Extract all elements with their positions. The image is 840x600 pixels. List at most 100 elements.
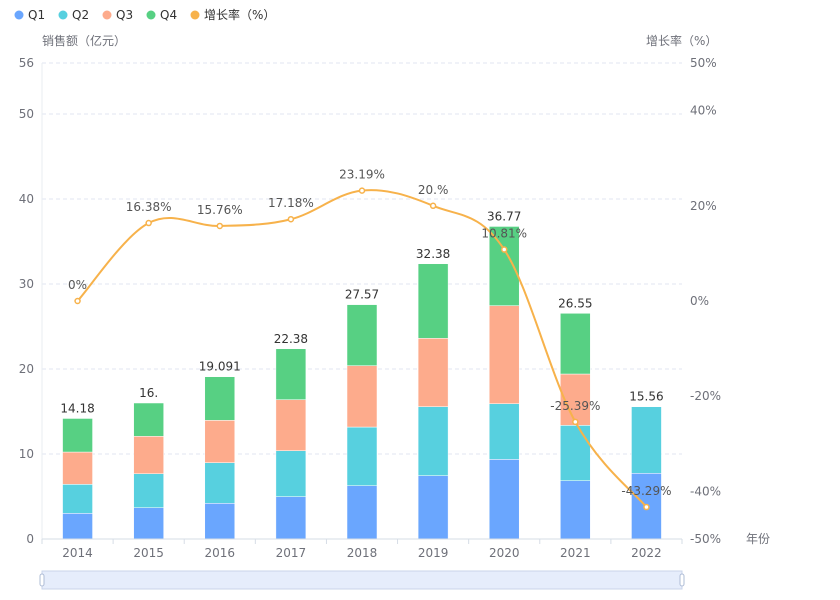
legend-item-q1[interactable]: Q1	[14, 8, 46, 22]
growth-point-2021[interactable]	[572, 418, 579, 426]
legend-label: Q2	[72, 8, 89, 22]
legend-label: Q3	[116, 8, 133, 22]
bar-q2-2017[interactable]	[275, 450, 307, 497]
growth-point-2014[interactable]	[74, 297, 81, 305]
growth-label-2020: 10.81%	[481, 227, 527, 241]
bar-q1-2020[interactable]	[488, 459, 520, 540]
y-tick-label: 30	[19, 277, 34, 291]
growth-line-path	[76, 189, 648, 508]
growth-point-2020[interactable]	[500, 246, 508, 253]
growth-label-2018: 23.19%	[339, 168, 385, 182]
growth-label-2022: -43.29%	[621, 484, 671, 498]
growth-label-2016: 15.76%	[197, 203, 243, 217]
total-label-2015: 16.	[139, 386, 158, 400]
bar-q4-2014[interactable]	[62, 418, 93, 453]
legend-marker-icon	[190, 10, 200, 20]
growth-point-2017[interactable]	[287, 215, 295, 223]
y-right-tick-label: 40%	[690, 104, 717, 118]
bars	[62, 226, 662, 540]
legend[interactable]: Q1 Q2 Q3 Q4 增长率（%）	[14, 7, 276, 22]
data-zoom-track[interactable]	[41, 570, 683, 590]
legend-marker-icon	[58, 10, 68, 20]
bar-q1-2019[interactable]	[417, 475, 449, 540]
growth-label-2015: 16.38%	[126, 200, 172, 214]
bar-q1-2021[interactable]	[560, 480, 591, 540]
y-right-tick-label: 0%	[690, 294, 709, 308]
growth-label-2014: 0%	[68, 278, 87, 292]
growth-label-2017: 17.18%	[268, 196, 314, 210]
y-tick-label: 10	[19, 447, 34, 461]
y-right-tick-label: -50%	[690, 532, 721, 546]
total-label-2022: 15.56	[629, 390, 663, 404]
y-axis-right-title: 增长率（%）	[646, 33, 717, 48]
bar-q3-2017[interactable]	[275, 399, 307, 451]
bar-q2-2016[interactable]	[204, 462, 236, 504]
legend-label: Q4	[160, 8, 177, 22]
total-label-2019: 32.38	[416, 247, 450, 261]
bar-q2-2020[interactable]	[488, 403, 520, 460]
x-tick-label: 2018	[347, 546, 378, 560]
bar-q3-2018[interactable]	[346, 365, 378, 428]
total-label-2020: 36.77	[487, 209, 521, 223]
x-tick-label: 2022	[631, 546, 662, 560]
bar-q3-2020[interactable]	[488, 305, 520, 404]
growth-point-2019[interactable]	[429, 202, 437, 210]
legend-item-q4[interactable]: Q4	[146, 8, 178, 22]
bar-q4-2018[interactable]	[346, 304, 378, 366]
growth-point-2018[interactable]	[358, 187, 366, 194]
bar-q4-2016[interactable]	[204, 376, 236, 421]
bar-q2-2022[interactable]	[631, 406, 662, 474]
y-right-tick-label: -40%	[690, 484, 721, 498]
bar-q4-2017[interactable]	[275, 348, 307, 400]
total-label-2018: 27.57	[345, 288, 379, 302]
bar-q1-2016[interactable]	[204, 503, 236, 540]
bar-q3-2016[interactable]	[204, 420, 236, 463]
legend-label: Q1	[28, 8, 45, 22]
x-tick-label: 2021	[560, 546, 591, 560]
bar-q2-2015[interactable]	[133, 473, 164, 508]
legend-marker-icon	[102, 10, 112, 20]
growth-label-2019: 20.%	[418, 183, 449, 197]
data-zoom-slider[interactable]	[39, 570, 685, 590]
bar-q4-2019[interactable]	[417, 263, 449, 339]
x-tick-label: 2017	[276, 546, 307, 560]
growth-point-2015[interactable]	[145, 219, 152, 227]
bar-q3-2019[interactable]	[417, 338, 449, 407]
bar-q2-2014[interactable]	[62, 484, 93, 514]
bar-q4-2021[interactable]	[560, 313, 591, 375]
data-zoom-handle-left[interactable]	[39, 573, 45, 587]
bar-q3-2014[interactable]	[62, 451, 93, 485]
bar-q1-2014[interactable]	[62, 513, 93, 540]
legend-marker-icon	[14, 10, 24, 20]
total-label-2021: 26.55	[558, 296, 592, 310]
total-label-2016: 19.091	[199, 360, 241, 374]
data-zoom-handle-right[interactable]	[679, 573, 685, 587]
y-axis-right: -50% -40% -20% 0% 20% 40% 50%	[690, 56, 721, 546]
growth-point-2022[interactable]	[643, 503, 650, 511]
y-axis-left-title: 销售额（亿元）	[42, 33, 126, 48]
x-axis-title: 年份	[746, 532, 770, 546]
bar-q2-2021[interactable]	[560, 425, 591, 481]
bar-q1-2017[interactable]	[275, 496, 307, 540]
x-tick-label: 2016	[205, 546, 236, 560]
legend-item-q3[interactable]: Q3	[102, 8, 134, 22]
bar-q2-2018[interactable]	[346, 426, 378, 486]
bar-q4-2015[interactable]	[133, 402, 164, 437]
y-tick-label: 20	[19, 362, 34, 376]
bar-q2-2019[interactable]	[417, 406, 449, 476]
legend-item-growth-rate[interactable]: 增长率（%）	[190, 7, 276, 22]
x-tick-label: 2015	[133, 546, 164, 560]
growth-point-2016[interactable]	[216, 222, 224, 230]
x-tick-label: 2019	[418, 546, 449, 560]
total-label-2014: 14.18	[60, 401, 94, 415]
legend-item-q2[interactable]: Q2	[58, 8, 90, 22]
y-axis-left: 0 10 20 30 40 50 56	[19, 56, 34, 546]
y-right-tick-label: -20%	[690, 389, 721, 403]
growth-line	[74, 187, 650, 511]
bar-q3-2015[interactable]	[133, 436, 164, 474]
bar-q1-2018[interactable]	[346, 485, 378, 540]
y-tick-label: 40	[19, 192, 34, 206]
bar-q1-2015[interactable]	[133, 507, 164, 540]
y-tick-label: 56	[19, 56, 34, 70]
